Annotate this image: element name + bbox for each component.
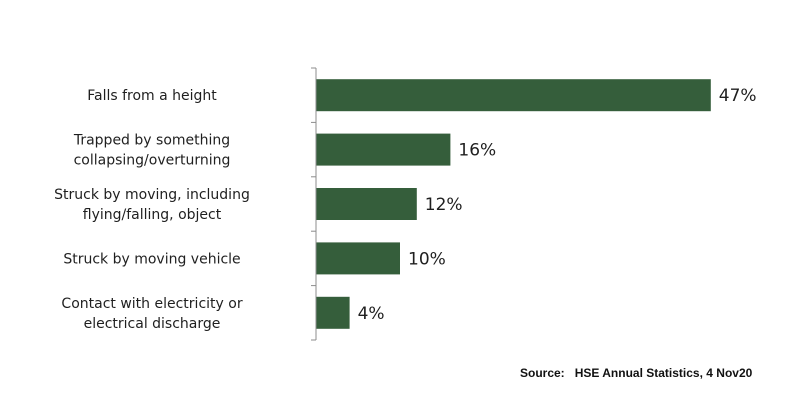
value-label: 16% [458, 141, 496, 161]
category-label-line: Trapped by something [73, 133, 230, 149]
bars-group [316, 79, 711, 329]
bar [316, 296, 350, 329]
value-label: 12% [425, 195, 463, 215]
y-axis-ticks [311, 67, 316, 341]
category-label-line: Struck by moving, including [54, 187, 250, 203]
bar [316, 188, 417, 220]
category-label-line: collapsing/overturning [74, 153, 231, 169]
category-label: Struck by moving vehicle [63, 251, 240, 267]
bar [316, 242, 400, 275]
category-label: Falls from a height [87, 88, 217, 104]
category-label-line: Struck by moving vehicle [63, 251, 240, 267]
category-label: Trapped by something collapsing/overturni… [73, 133, 231, 169]
category-label-line: Falls from a height [87, 88, 217, 104]
source-note: Source: HSE Annual Statistics, 4 Nov20 [520, 366, 752, 380]
value-label: 47% [719, 86, 757, 106]
value-label: 4% [358, 304, 385, 324]
source-text: HSE Annual Statistics, 4 Nov20 [574, 366, 753, 380]
category-label: Contact with electricity or electrical di… [61, 296, 242, 332]
category-label-line: Contact with electricity or [61, 296, 242, 312]
category-label: Struck by moving, including flying/fallin… [54, 187, 250, 223]
value-label: 10% [408, 249, 446, 269]
bar [316, 133, 451, 166]
category-label-line: electrical discharge [84, 316, 221, 332]
category-label-line: flying/falling, object [83, 207, 222, 223]
source-label: Source: [520, 366, 565, 380]
category-labels: Falls from a height Trapped by something c… [54, 88, 250, 332]
value-labels: 47% 16% 12% 10% 4% [358, 86, 757, 324]
bar [316, 79, 711, 112]
